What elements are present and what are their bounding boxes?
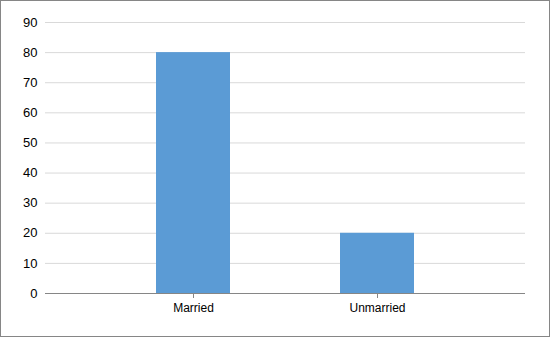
svg-text:30: 30 (23, 195, 37, 210)
svg-text:50: 50 (23, 135, 37, 150)
svg-text:70: 70 (23, 75, 37, 90)
svg-text:20: 20 (23, 225, 37, 240)
svg-text:40: 40 (23, 165, 37, 180)
svg-text:90: 90 (23, 15, 37, 30)
svg-text:10: 10 (23, 256, 37, 271)
svg-text:Unmarried: Unmarried (349, 301, 405, 315)
svg-text:80: 80 (23, 45, 37, 60)
svg-text:0: 0 (30, 286, 37, 301)
svg-text:60: 60 (23, 105, 37, 120)
svg-text:Married: Married (173, 301, 214, 315)
